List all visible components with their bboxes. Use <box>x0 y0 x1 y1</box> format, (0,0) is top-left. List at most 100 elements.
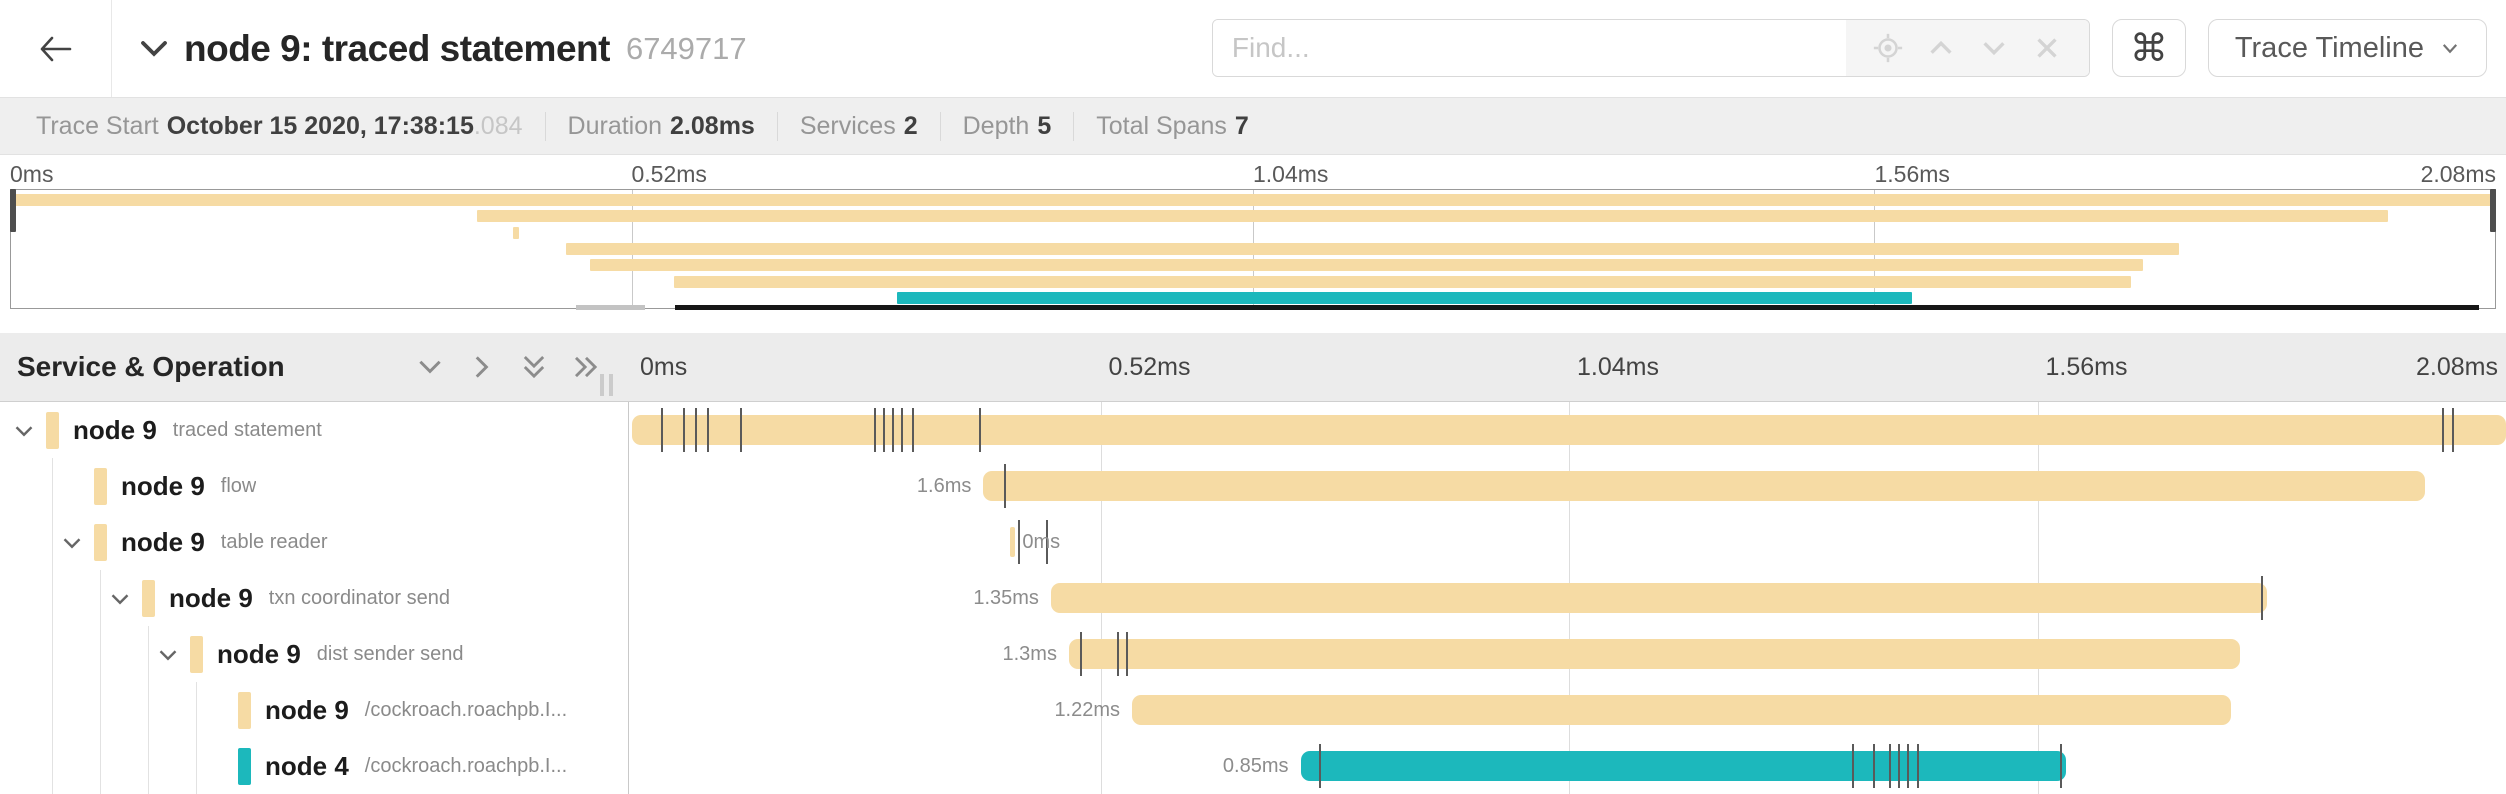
span-name-cell[interactable]: node 4/cockroach.roachpb.I... <box>0 738 628 794</box>
log-marker[interactable] <box>683 408 686 452</box>
caret-down-icon[interactable] <box>1976 30 2012 66</box>
span-bar[interactable] <box>1010 527 1016 557</box>
find-input[interactable] <box>1212 20 1846 76</box>
span-bar[interactable] <box>983 471 2425 501</box>
span-timeline-cell[interactable]: 1.3ms <box>632 626 2506 682</box>
column-resize-grip[interactable] <box>600 374 613 396</box>
indent-guide <box>52 626 53 682</box>
log-marker[interactable] <box>912 408 915 452</box>
minimap-scrubber-right[interactable] <box>2490 189 2496 232</box>
span-timeline-cell[interactable]: 1.6ms <box>632 458 2506 514</box>
span-row: node 4/cockroach.roachpb.I... 0.85ms <box>0 738 2506 794</box>
span-timeline-cell[interactable]: 0ms <box>632 514 2506 570</box>
service-color-bar <box>190 636 203 673</box>
service-name: node 9 <box>265 694 349 725</box>
log-marker[interactable] <box>660 408 663 452</box>
service-color-bar <box>238 748 251 785</box>
service-color-bar <box>94 468 107 505</box>
span-timeline-cell[interactable]: 1.35ms <box>632 570 2506 626</box>
log-marker[interactable] <box>2260 576 2263 620</box>
span-name-cell[interactable]: node 9 dist sender send <box>0 626 628 682</box>
span-bar[interactable] <box>632 415 2506 445</box>
summary-item: Duration 2.08ms <box>544 111 777 141</box>
minimap-axis-labels: 0ms 0.52ms 1.04ms 1.56ms 2.08ms <box>10 159 2496 189</box>
chevron-down-icon[interactable] <box>138 32 172 66</box>
span-name-cell[interactable]: node 9 flow <box>0 458 628 514</box>
topbar-controls: ⌘ Trace Timeline <box>1211 19 2487 77</box>
span-bar[interactable] <box>1132 695 2232 725</box>
log-marker[interactable] <box>874 408 877 452</box>
collapse-all-icon[interactable] <box>415 352 445 382</box>
log-marker[interactable] <box>1017 520 1020 564</box>
log-marker[interactable] <box>706 408 709 452</box>
log-marker[interactable] <box>1079 632 1082 676</box>
service-color-bar <box>94 524 107 561</box>
keyboard-shortcuts-button[interactable]: ⌘ <box>2111 19 2186 77</box>
log-marker[interactable] <box>1872 744 1875 788</box>
view-selector-button[interactable]: Trace Timeline <box>2207 19 2487 77</box>
span-toggle-chevron-down-icon[interactable] <box>108 587 132 611</box>
log-marker[interactable] <box>2060 744 2063 788</box>
log-marker[interactable] <box>1916 744 1919 788</box>
log-marker[interactable] <box>1319 744 1322 788</box>
log-marker[interactable] <box>1897 744 1900 788</box>
span-row: node 9 txn coordinator send 1.35ms <box>0 570 2506 626</box>
minimap-span-bar <box>11 194 2495 206</box>
span-timeline-cell[interactable] <box>632 402 2506 458</box>
log-marker[interactable] <box>1116 632 1119 676</box>
service-name: node 4 <box>265 750 349 781</box>
span-duration-label: 1.35ms <box>973 587 1039 609</box>
log-marker[interactable] <box>978 408 981 452</box>
log-marker[interactable] <box>1888 744 1891 788</box>
span-grid: Service & Operation 0ms 0.52ms 1.04ms 1.56m… <box>0 333 2506 794</box>
trace-id: 6749717 <box>625 30 747 66</box>
log-marker[interactable] <box>695 408 698 452</box>
timeline-tick-label: 2.08ms <box>2416 353 2498 381</box>
collapse-controls <box>415 333 601 401</box>
log-marker[interactable] <box>883 408 886 452</box>
indent-guide <box>148 738 149 794</box>
span-name-cell[interactable]: node 9 txn coordinator send <box>0 570 628 626</box>
span-name-cell[interactable]: node 9/cockroach.roachpb.I... <box>0 682 628 738</box>
indent-guide <box>52 570 53 626</box>
crosshair-icon[interactable] <box>1870 30 1906 66</box>
log-marker[interactable] <box>892 408 895 452</box>
span-name-cell[interactable]: node 9 traced statement <box>0 402 628 458</box>
trace-minimap: 0ms 0.52ms 1.04ms 1.56ms 2.08ms <box>0 155 2506 333</box>
log-marker[interactable] <box>901 408 904 452</box>
log-marker[interactable] <box>1046 520 1049 564</box>
log-marker[interactable] <box>1851 744 1854 788</box>
log-marker[interactable] <box>2451 408 2454 452</box>
caret-down-icon <box>2440 38 2460 58</box>
minimap-axis-label: 0ms <box>10 161 54 187</box>
minimap-scrubber-left[interactable] <box>10 189 16 232</box>
span-timeline-cell[interactable]: 1.22ms <box>632 682 2506 738</box>
span-toggle-chevron-down-icon[interactable] <box>60 531 84 555</box>
expand-all-icon[interactable] <box>571 352 601 382</box>
log-marker[interactable] <box>1906 744 1909 788</box>
timeline-gridline <box>1100 333 1102 794</box>
collapse-deep-icon[interactable] <box>519 352 549 382</box>
minimap-canvas[interactable] <box>10 189 2496 310</box>
expand-one-icon[interactable] <box>467 352 497 382</box>
span-bar[interactable] <box>1300 751 2067 781</box>
log-marker[interactable] <box>1125 632 1128 676</box>
service-color-bar <box>238 692 251 729</box>
back-button[interactable] <box>0 0 112 97</box>
log-marker[interactable] <box>1004 464 1007 508</box>
log-marker[interactable] <box>2442 408 2445 452</box>
span-timeline-cell[interactable]: 0.85ms <box>632 738 2506 794</box>
x-icon[interactable] <box>2029 30 2065 66</box>
service-color-bar <box>46 412 59 449</box>
timeline-tick-label: 1.04ms <box>1577 353 1659 381</box>
span-toggle-chevron-down-icon[interactable] <box>12 419 36 443</box>
service-name: node 9 <box>121 526 205 557</box>
span-bar[interactable] <box>1050 583 2268 613</box>
span-name-cell[interactable]: node 9 table reader <box>0 514 628 570</box>
caret-up-icon[interactable] <box>1923 30 1959 66</box>
column-divider[interactable] <box>628 333 629 794</box>
minimap-span-bar <box>897 291 1913 304</box>
span-toggle-chevron-down-icon[interactable] <box>156 643 180 667</box>
log-marker[interactable] <box>740 408 743 452</box>
span-bar[interactable] <box>1068 639 2241 669</box>
